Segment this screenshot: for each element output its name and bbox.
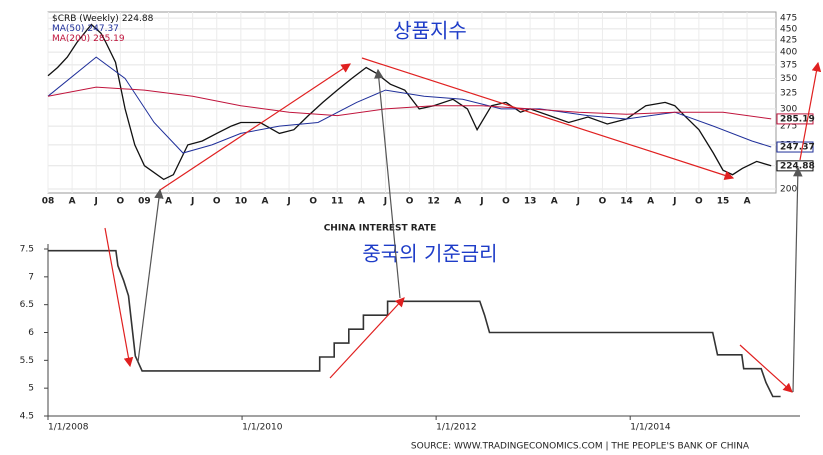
x-tick-label: O [116,197,124,207]
x-tick-label: 08 [42,197,55,207]
arrows [104,57,822,393]
x-tick-label: 11 [331,197,344,207]
y-tick-label: 6.5 [20,300,34,310]
y-tick-label: 350 [780,74,797,84]
x-tick-label: 13 [524,197,537,207]
legend-name: MA(50) [52,24,84,34]
last-value-label: 224.88 [780,161,815,171]
y-tick-label: 475 [780,14,797,24]
legend-name: MA(200) [52,34,90,44]
y-tick-label: 6 [28,328,34,338]
x-tick-label: A [69,197,76,207]
x-tick-label: 12 [427,197,440,207]
y-tick-label: 300 [780,104,797,114]
last-value-label: 285.19 [780,114,815,124]
x-tick-label: A [744,197,751,207]
series-line [47,56,772,154]
legend-value: 285.19 [93,34,125,44]
x-tick-label: 1/1/2008 [48,423,89,433]
x-tick-label: 15 [717,197,730,207]
x-tick-label: A [261,197,268,207]
x-tick-label: O [502,197,510,207]
legend-value: 247.37 [87,24,119,34]
x-tick-label: J [286,197,290,207]
x-tick-label: A [165,197,172,207]
x-tick-label: 1/1/2012 [436,423,476,433]
x-tick-label: J [576,197,580,207]
x-tick-label: O [406,197,414,207]
legend-name: $CRB (Weekly) [52,14,119,24]
x-tick-label: O [309,197,317,207]
last-value-box [776,141,814,153]
x-tick-label: O [213,197,221,207]
y-tick-label: 7.5 [20,245,34,255]
x-tick-label: J [190,197,194,207]
source: SOURCE: WWW.TRADINGECONOMICS.COM | THE P… [411,442,750,452]
x-tick-label: A [454,197,461,207]
legend-value: 224.88 [122,14,154,24]
y-tick-label: 400 [780,48,797,58]
annotation: 중국의 기준금리 [362,242,497,266]
y-tick-label: 325 [780,89,797,99]
x-tick-label: A [551,197,558,207]
plot-frame [47,11,777,194]
y-tick-label: 200 [780,185,797,195]
x-tick-label: 09 [138,197,151,207]
x-tick-label: J [479,197,483,207]
annotation: 상품지수 [393,19,467,43]
charts: 20022525027530032535037540042545047508AJ… [20,11,815,452]
chart-title: CHINA INTEREST RATE [324,224,437,234]
x-tick-label: 1/1/2014 [630,423,671,433]
series-line [48,249,781,398]
x-tick-label: J [94,197,98,207]
y-tick-label: 5.5 [20,356,34,366]
x-tick-label: A [358,197,365,207]
y-tick-label: 4.5 [20,412,34,422]
y-tick-label: 425 [780,36,797,46]
x-tick-label: 1/1/2010 [242,423,283,433]
x-tick-label: 14 [620,197,633,207]
series-line [47,86,772,120]
y-tick-label: 7 [28,272,34,282]
x-tick-label: O [695,197,703,207]
y-tick-label: 450 [780,24,797,34]
x-tick-label: A [647,197,654,207]
y-tick-label: 375 [780,60,797,70]
legend-entry: MA(50) 247.37 [52,24,119,34]
x-tick-label: J [672,197,676,207]
y-tick-label: 275 [780,122,797,132]
x-tick-label: 10 [235,197,248,207]
y-tick-label: 5 [28,384,34,394]
last-value-box [776,113,814,125]
x-tick-label: O [599,197,607,207]
last-value-label: 247.37 [780,143,815,153]
legend-entry: MA(200) 285.19 [52,34,125,44]
legend-entry: $CRB (Weekly) 224.88 [52,14,154,24]
x-tick-label: J [383,197,387,207]
